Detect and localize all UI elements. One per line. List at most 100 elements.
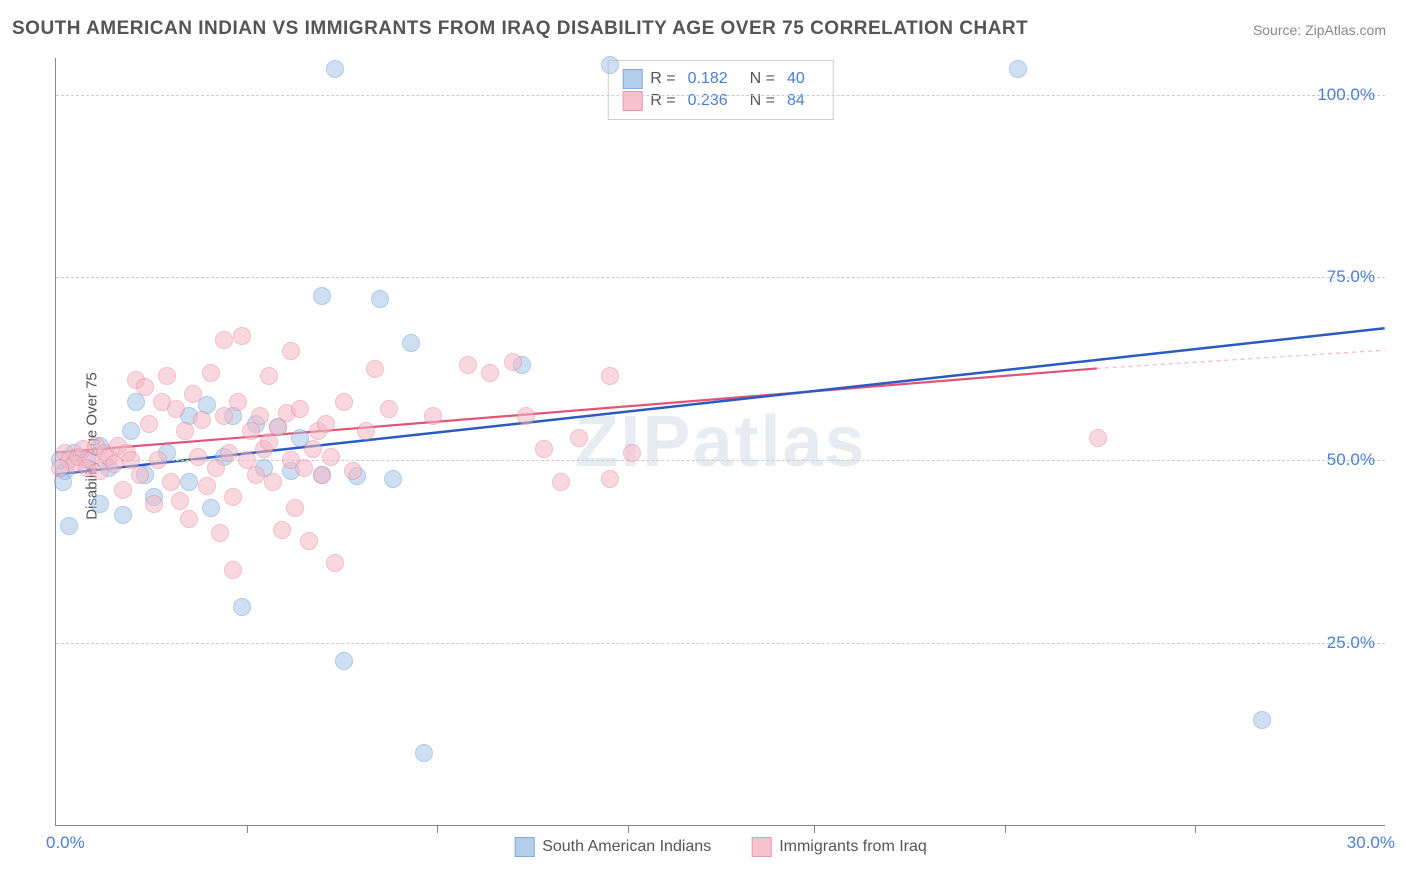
x-tick-label-max: 30.0%: [1347, 833, 1395, 853]
data-point: [601, 470, 619, 488]
data-point: [623, 444, 641, 462]
data-point: [114, 506, 132, 524]
data-point: [313, 287, 331, 305]
data-point: [326, 554, 344, 572]
y-tick-label: 75.0%: [1327, 267, 1375, 287]
data-point: [335, 652, 353, 670]
legend-swatch-icon: [751, 837, 771, 857]
legend-n-label: N =: [750, 70, 775, 88]
gridline-horizontal: [56, 277, 1385, 278]
data-point: [344, 462, 362, 480]
legend-stats-row: R = 0.182 N = 40: [622, 69, 819, 89]
data-point: [517, 407, 535, 425]
x-tick-mark: [437, 825, 438, 833]
data-point: [1089, 429, 1107, 447]
legend-n-value: 40: [787, 70, 805, 88]
data-point: [247, 466, 265, 484]
legend-series-label: Immigrants from Iraq: [779, 838, 927, 856]
data-point: [171, 492, 189, 510]
x-tick-mark: [1195, 825, 1196, 833]
data-point: [601, 367, 619, 385]
x-tick-mark: [814, 825, 815, 833]
data-point: [136, 378, 154, 396]
data-point: [207, 459, 225, 477]
legend-stats: R = 0.182 N = 40 R = 0.236 N = 84: [607, 60, 834, 120]
data-point: [481, 364, 499, 382]
data-point: [202, 364, 220, 382]
data-point: [260, 367, 278, 385]
data-point: [176, 422, 194, 440]
source-attribution: Source: ZipAtlas.com: [1253, 22, 1386, 38]
data-point: [282, 342, 300, 360]
legend-series-item: South American Indians: [514, 837, 711, 857]
data-point: [145, 495, 163, 513]
data-point: [322, 448, 340, 466]
data-point: [189, 448, 207, 466]
legend-swatch-icon: [622, 69, 642, 89]
data-point: [215, 331, 233, 349]
data-point: [162, 473, 180, 491]
y-tick-label: 25.0%: [1327, 633, 1375, 653]
data-point: [233, 598, 251, 616]
data-point: [51, 459, 69, 477]
data-point: [1009, 60, 1027, 78]
data-point: [459, 356, 477, 374]
data-point: [402, 334, 420, 352]
legend-r-label: R =: [650, 70, 675, 88]
data-point: [224, 488, 242, 506]
data-point: [601, 56, 619, 74]
plot-area: ZIPatlas R = 0.182 N = 40 R = 0.236 N = …: [55, 58, 1385, 826]
legend-series-label: South American Indians: [542, 838, 711, 856]
watermark-text: ZIPatlas: [574, 401, 866, 483]
data-point: [384, 470, 402, 488]
data-point: [202, 499, 220, 517]
data-point: [366, 360, 384, 378]
data-point: [317, 415, 335, 433]
y-tick-label: 100.0%: [1317, 85, 1375, 105]
legend-r-value: 0.182: [688, 70, 728, 88]
x-tick-mark: [628, 825, 629, 833]
data-point: [304, 440, 322, 458]
data-point: [193, 411, 211, 429]
data-point: [180, 510, 198, 528]
data-point: [149, 451, 167, 469]
chart-container: SOUTH AMERICAN INDIAN VS IMMIGRANTS FROM…: [0, 0, 1406, 892]
data-point: [114, 481, 132, 499]
data-point: [335, 393, 353, 411]
data-point: [60, 517, 78, 535]
gridline-horizontal: [56, 643, 1385, 644]
data-point: [211, 524, 229, 542]
data-point: [131, 466, 149, 484]
data-point: [251, 407, 269, 425]
y-tick-label: 50.0%: [1327, 450, 1375, 470]
data-point: [180, 473, 198, 491]
x-tick-mark: [247, 825, 248, 833]
data-point: [224, 561, 242, 579]
data-point: [158, 367, 176, 385]
chart-title: SOUTH AMERICAN INDIAN VS IMMIGRANTS FROM…: [12, 18, 1028, 40]
data-point: [167, 400, 185, 418]
trend-lines: [56, 58, 1385, 825]
legend-series-item: Immigrants from Iraq: [751, 837, 927, 857]
data-point: [295, 459, 313, 477]
legend-swatch-icon: [514, 837, 534, 857]
data-point: [300, 532, 318, 550]
data-point: [535, 440, 553, 458]
data-point: [357, 422, 375, 440]
data-point: [286, 499, 304, 517]
data-point: [91, 495, 109, 513]
data-point: [122, 422, 140, 440]
data-point: [1253, 711, 1271, 729]
data-point: [380, 400, 398, 418]
data-point: [140, 415, 158, 433]
data-point: [313, 466, 331, 484]
x-tick-mark: [1005, 825, 1006, 833]
data-point: [198, 477, 216, 495]
data-point: [220, 444, 238, 462]
data-point: [291, 400, 309, 418]
data-point: [233, 327, 251, 345]
data-point: [371, 290, 389, 308]
data-point: [184, 385, 202, 403]
x-tick-label-min: 0.0%: [46, 833, 85, 853]
data-point: [273, 521, 291, 539]
